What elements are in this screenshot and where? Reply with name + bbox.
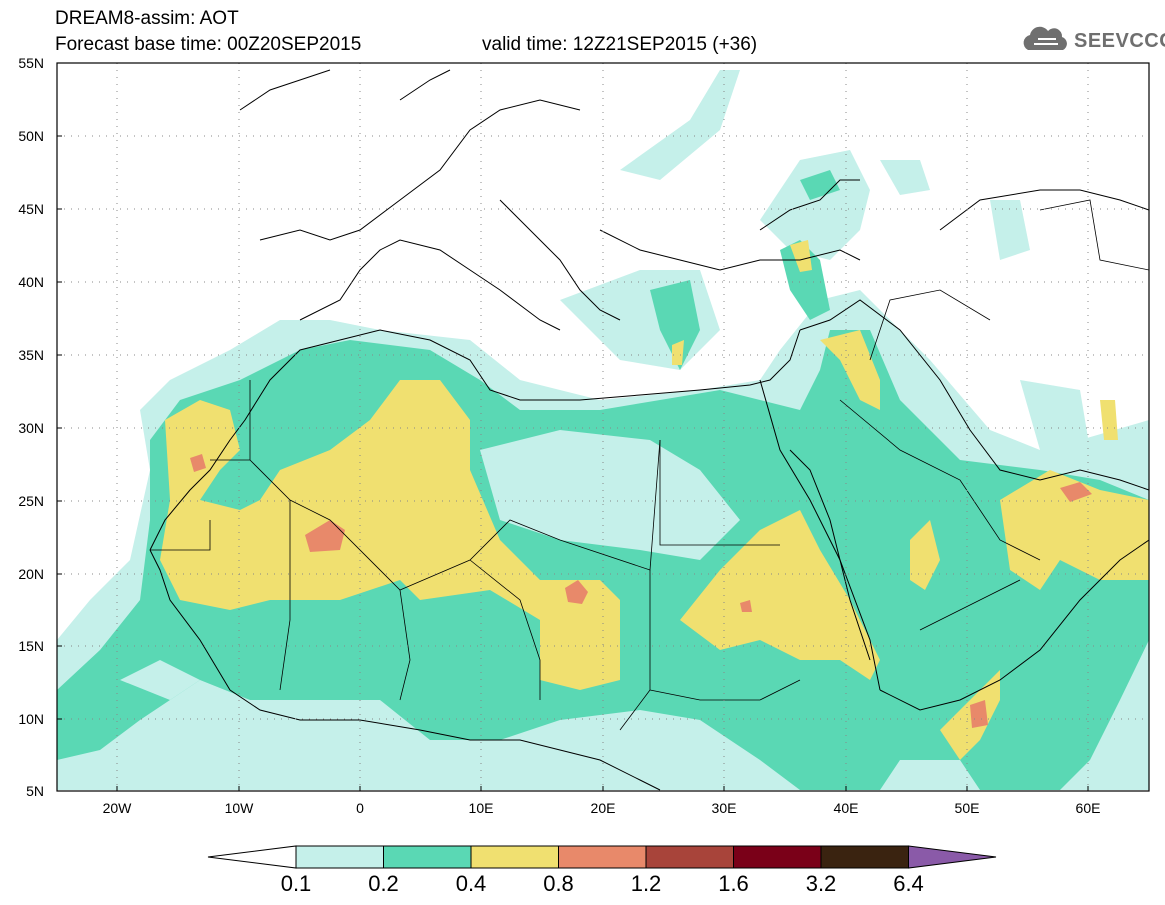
lon-label: 30E bbox=[711, 800, 737, 816]
colorbar-under-triangle bbox=[207, 845, 297, 869]
valid-time: valid time: 12Z21SEP2015 (+36) bbox=[482, 34, 758, 55]
lat-label: 15N bbox=[18, 638, 44, 654]
colorbar-label: 3.2 bbox=[805, 871, 837, 896]
colorbar bbox=[207, 845, 997, 869]
lon-label: 20E bbox=[590, 800, 616, 816]
colorbar-label: 6.4 bbox=[893, 871, 924, 896]
lat-label: 50N bbox=[18, 128, 44, 144]
lat-label: 45N bbox=[18, 201, 44, 217]
lon-label: 20W bbox=[102, 800, 132, 816]
lon-label: 10E bbox=[468, 800, 494, 816]
graticule bbox=[57, 63, 1149, 791]
colorbar-segment-4 bbox=[558, 845, 647, 869]
lon-label: 10W bbox=[224, 800, 254, 816]
lon-label: 40E bbox=[833, 800, 859, 816]
lon-label: 60E bbox=[1075, 800, 1101, 816]
lat-label: 10N bbox=[18, 711, 44, 727]
forecast-base-time: Forecast base time: 00Z20SEP2015 bbox=[55, 34, 362, 55]
colorbar-label: 0.8 bbox=[543, 871, 574, 896]
lon-label: 50E bbox=[954, 800, 980, 816]
logo-text: SEEVCCC bbox=[1074, 30, 1165, 52]
colorbar-label: 0.2 bbox=[368, 871, 399, 896]
colorbar-segment-5 bbox=[645, 845, 734, 869]
colorbar-segment-7 bbox=[820, 845, 909, 869]
colorbar-segment-1 bbox=[295, 845, 384, 869]
colorbar-label: 0.1 bbox=[280, 871, 312, 896]
colorbar-label: 1.6 bbox=[718, 871, 749, 896]
colorbar-segment-6 bbox=[733, 845, 822, 869]
colorbar-label: 0.4 bbox=[455, 871, 487, 896]
axis-ticks bbox=[57, 62, 1089, 792]
map-title: DREAM8-assim: AOT bbox=[55, 8, 239, 29]
lat-label: 25N bbox=[18, 493, 44, 509]
colorbar-over-triangle bbox=[908, 845, 997, 869]
lat-label: 40N bbox=[18, 274, 44, 290]
lat-label: 35N bbox=[18, 347, 44, 363]
colorbar-segment-2 bbox=[383, 845, 472, 869]
colorbar-label: 1.2 bbox=[630, 871, 662, 896]
lon-label: 0 bbox=[356, 800, 364, 816]
lat-label: 20N bbox=[18, 566, 44, 582]
country-borders bbox=[150, 199, 1149, 731]
colorbar-segment-3 bbox=[470, 845, 559, 869]
lat-label: 55N bbox=[18, 55, 44, 71]
lat-label: 5N bbox=[26, 783, 44, 799]
cloud-icon bbox=[1023, 26, 1067, 50]
lat-label: 30N bbox=[18, 420, 44, 436]
